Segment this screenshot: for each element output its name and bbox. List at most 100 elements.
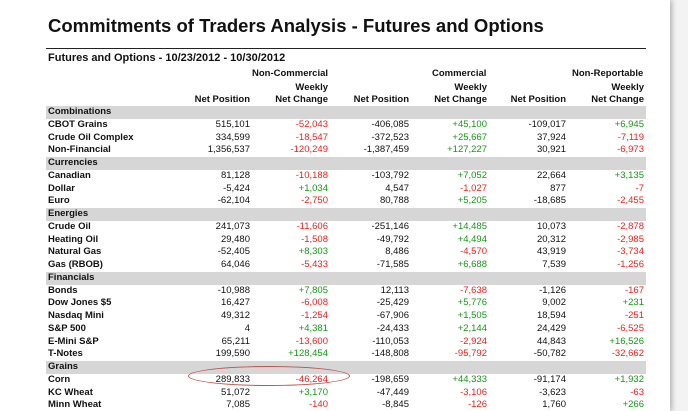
net-change-cell: +4,381 — [298, 322, 328, 334]
net-change-cell: -140 — [308, 399, 328, 411]
net-change-cell: +231 — [622, 297, 644, 309]
net-position-cell: 22,664 — [536, 169, 566, 181]
market-name: Euro — [48, 195, 70, 207]
net-position-cell: 24,429 — [536, 322, 566, 334]
net-position-cell: 515,101 — [215, 118, 250, 130]
net-position-cell: -1,126 — [539, 284, 566, 296]
net-change-cell: -167 — [624, 284, 644, 296]
net-position-cell: -52,405 — [217, 246, 250, 258]
net-position-cell: 16,427 — [220, 297, 250, 309]
table-row: Canadian 81,128 -10,188 -103,792 +7,052 22,66… — [46, 170, 646, 183]
net-change-cell: +5,776 — [457, 297, 487, 309]
table-row: Heating Oil 29,480 -1,508 -49,792 +4,494 20,3… — [46, 234, 646, 247]
net-change-cell: -2,878 — [617, 220, 644, 232]
net-position-cell: 7,539 — [542, 259, 566, 270]
net-position-cell: -3,623 — [539, 386, 566, 398]
page-title: Commitments of Traders Analysis - Future… — [48, 15, 544, 36]
net-change-cell: -1,027 — [460, 182, 487, 194]
net-change-cell: +3,135 — [614, 169, 644, 181]
net-position-cell: 1,760 — [542, 399, 566, 411]
net-change-cell: +14,485 — [452, 220, 487, 232]
net-position-cell: 10,073 — [536, 220, 566, 232]
net-position-cell: 18,594 — [536, 310, 566, 321]
net-change-cell: -10,188 — [295, 169, 328, 181]
net-position-cell: 44,843 — [536, 335, 566, 347]
net-position-cell: -62,104 — [217, 195, 250, 207]
market-name: Corn — [48, 373, 71, 385]
table-row: E-Mini S&P 65,211 -13,600 -110,053 -2,924 44,… — [46, 336, 646, 349]
net-position-cell: -5,424 — [223, 182, 250, 194]
net-change-cell: -3,106 — [460, 386, 487, 398]
market-name: KC Wheat — [48, 386, 93, 398]
net-position-cell: 334,599 — [215, 131, 250, 143]
net-change-cell: -5,433 — [301, 259, 328, 270]
net-change-cell: +8,303 — [298, 246, 328, 258]
category-label: Energies — [48, 208, 89, 219]
category-label: Currencies — [48, 157, 98, 168]
net-change-cell: +2,144 — [457, 322, 487, 334]
net-change-cell: +6,945 — [614, 118, 644, 130]
market-name: E-Mini S&P — [48, 335, 99, 347]
category-row: Currencies — [46, 157, 646, 170]
net-change-cell: -2,750 — [301, 195, 328, 207]
net-position-cell: -251,146 — [371, 220, 409, 232]
net-change-cell: +45,100 — [452, 118, 487, 130]
category-label: Financials — [48, 271, 95, 283]
column-header-net-position: Net Position — [510, 94, 566, 105]
table-row: Non-Financial 1,356,537 -120,249 -1,387,459… — [46, 144, 646, 157]
net-position-cell: -24,433 — [376, 322, 409, 334]
net-position-cell: 30,921 — [536, 144, 566, 156]
market-name: Minn Wheat — [48, 399, 102, 411]
table-row: CBOT Grains 515,101 -52,043 -406,085 +45,100… — [46, 119, 646, 132]
net-change-cell: -6,008 — [301, 297, 328, 309]
net-position-cell: -71,585 — [376, 259, 409, 270]
category-row: Combinations — [46, 106, 646, 119]
net-position-cell: 12,113 — [380, 284, 409, 296]
net-position-cell: -198,659 — [371, 373, 409, 385]
category-row: Grains — [46, 361, 646, 374]
market-name: Dow Jones $5 — [48, 297, 112, 309]
cot-table: Combinations CBOT Grains 515,101 -52,043 -40… — [46, 106, 646, 411]
table-row: Crude Oil Complex 334,599 -18,547 -372,523 +… — [46, 132, 646, 145]
market-name: S&P 500 — [48, 322, 86, 334]
net-change-cell: -7,638 — [460, 284, 487, 296]
net-change-cell: -2,924 — [460, 335, 487, 347]
net-position-cell: 1,356,537 — [207, 144, 250, 156]
net-position-cell: 37,924 — [536, 131, 566, 143]
net-position-cell: -25,429 — [376, 297, 409, 309]
table-row: Euro -62,104 -2,750 80,788 +5,205 -18,685 -2,4… — [46, 195, 646, 208]
net-position-cell: -148,808 — [371, 348, 409, 360]
net-position-cell: 4 — [244, 322, 250, 334]
net-change-cell: -2,455 — [617, 195, 644, 207]
column-header-weekly-net-change: Weekly Net Change — [591, 82, 644, 105]
net-position-cell: -49,792 — [376, 233, 409, 245]
market-name: Crude Oil Complex — [48, 131, 134, 143]
net-position-cell: 64,046 — [220, 259, 250, 270]
net-change-cell: -1,508 — [301, 233, 328, 245]
net-change-cell: -7 — [635, 182, 644, 194]
title-divider — [46, 48, 646, 49]
net-position-cell: -91,174 — [533, 373, 566, 385]
net-change-cell: +6,688 — [457, 259, 487, 270]
market-name: Heating Oil — [48, 233, 99, 245]
table-row: Gas (RBOB) 64,046 -5,433 -71,585 +6,688 7,539… — [46, 259, 646, 272]
net-position-cell: -110,053 — [372, 335, 409, 347]
net-position-cell: 49,312 — [220, 310, 250, 321]
market-name: CBOT Grains — [48, 118, 108, 130]
table-row: Dow Jones $5 16,427 -6,008 -25,429 +5,776 9,0… — [46, 297, 646, 310]
column-header-net-position: Net Position — [194, 94, 250, 105]
net-position-cell: -18,685 — [533, 195, 566, 207]
net-position-cell: -67,906 — [376, 310, 409, 321]
category-label: Combinations — [48, 106, 112, 117]
market-name: Natural Gas — [48, 246, 102, 258]
table-row: Crude Oil 241,073 -11,606 -251,146 +14,485 10… — [46, 221, 646, 234]
net-change-cell: -52,043 — [295, 118, 328, 130]
net-change-cell: -13,600 — [295, 335, 328, 347]
market-name: Non-Financial — [48, 144, 111, 156]
net-change-cell: +128,454 — [288, 348, 328, 360]
net-change-cell: -126 — [467, 399, 487, 411]
net-change-cell: -18,547 — [295, 131, 328, 143]
net-change-cell: -11,606 — [296, 220, 328, 232]
net-change-cell: +1,505 — [457, 310, 487, 321]
market-name: Canadian — [48, 169, 91, 181]
